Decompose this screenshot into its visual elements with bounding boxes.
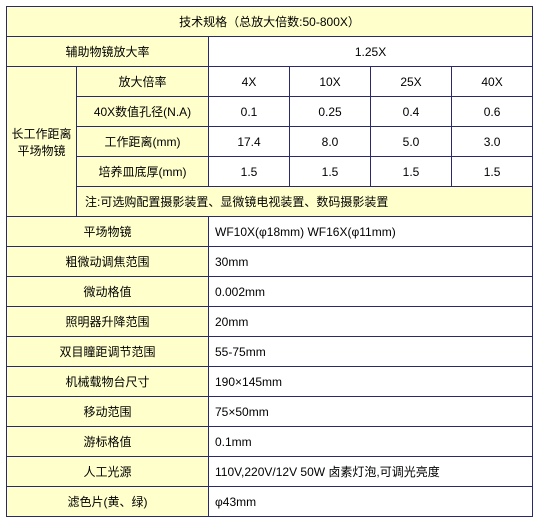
note: 注:可选购配置摄影装置、显微镜电视装置、数码摄影装置 — [77, 187, 533, 217]
cell: 1.5 — [452, 157, 533, 187]
cell: 0.6 — [452, 97, 533, 127]
spec-value: 30mm — [209, 247, 533, 277]
cell: 4X — [209, 67, 290, 97]
cell: 1.5 — [290, 157, 371, 187]
cell: 0.1 — [209, 97, 290, 127]
cell: 0.4 — [371, 97, 452, 127]
spec-label: 照明器升降范围 — [7, 307, 209, 337]
spec-value: 0.002mm — [209, 277, 533, 307]
spec-label: 游标格值 — [7, 427, 209, 457]
cell: 1.5 — [209, 157, 290, 187]
spec-value: 190×145mm — [209, 367, 533, 397]
spec-value: 55-75mm — [209, 337, 533, 367]
spec-label: 平场物镜 — [7, 217, 209, 247]
row-label: 工作距离(mm) — [77, 127, 209, 157]
spec-value: WF10X(φ18mm) WF16X(φ11mm) — [209, 217, 533, 247]
spec-label: 微动格值 — [7, 277, 209, 307]
spec-value: 20mm — [209, 307, 533, 337]
spec-label: 人工光源 — [7, 457, 209, 487]
cell: 8.0 — [290, 127, 371, 157]
section-label: 长工作距离平场物镜 — [7, 67, 77, 217]
table-title: 技术规格（总放大倍数:50-800X） — [7, 7, 533, 37]
spec-label: 粗微动调焦范围 — [7, 247, 209, 277]
aux-value: 1.25X — [209, 37, 533, 67]
cell: 17.4 — [209, 127, 290, 157]
spec-value: 0.1mm — [209, 427, 533, 457]
row-label: 培养皿底厚(mm) — [77, 157, 209, 187]
spec-label: 机械载物台尺寸 — [7, 367, 209, 397]
cell: 25X — [371, 67, 452, 97]
spec-label: 双目瞳距调节范围 — [7, 337, 209, 367]
spec-table: 技术规格（总放大倍数:50-800X） 辅助物镜放大率 1.25X 长工作距离平… — [6, 6, 533, 517]
cell: 10X — [290, 67, 371, 97]
spec-value: 110V,220V/12V 50W 卤素灯泡,可调光亮度 — [209, 457, 533, 487]
spec-label: 滤色片(黄、绿) — [7, 487, 209, 517]
row-label: 放大倍率 — [77, 67, 209, 97]
cell: 5.0 — [371, 127, 452, 157]
cell: 0.25 — [290, 97, 371, 127]
row-label: 40X数值孔径(N.A) — [77, 97, 209, 127]
cell: 40X — [452, 67, 533, 97]
aux-label: 辅助物镜放大率 — [7, 37, 209, 67]
cell: 1.5 — [371, 157, 452, 187]
spec-value: φ43mm — [209, 487, 533, 517]
cell: 3.0 — [452, 127, 533, 157]
spec-value: 75×50mm — [209, 397, 533, 427]
spec-label: 移动范围 — [7, 397, 209, 427]
